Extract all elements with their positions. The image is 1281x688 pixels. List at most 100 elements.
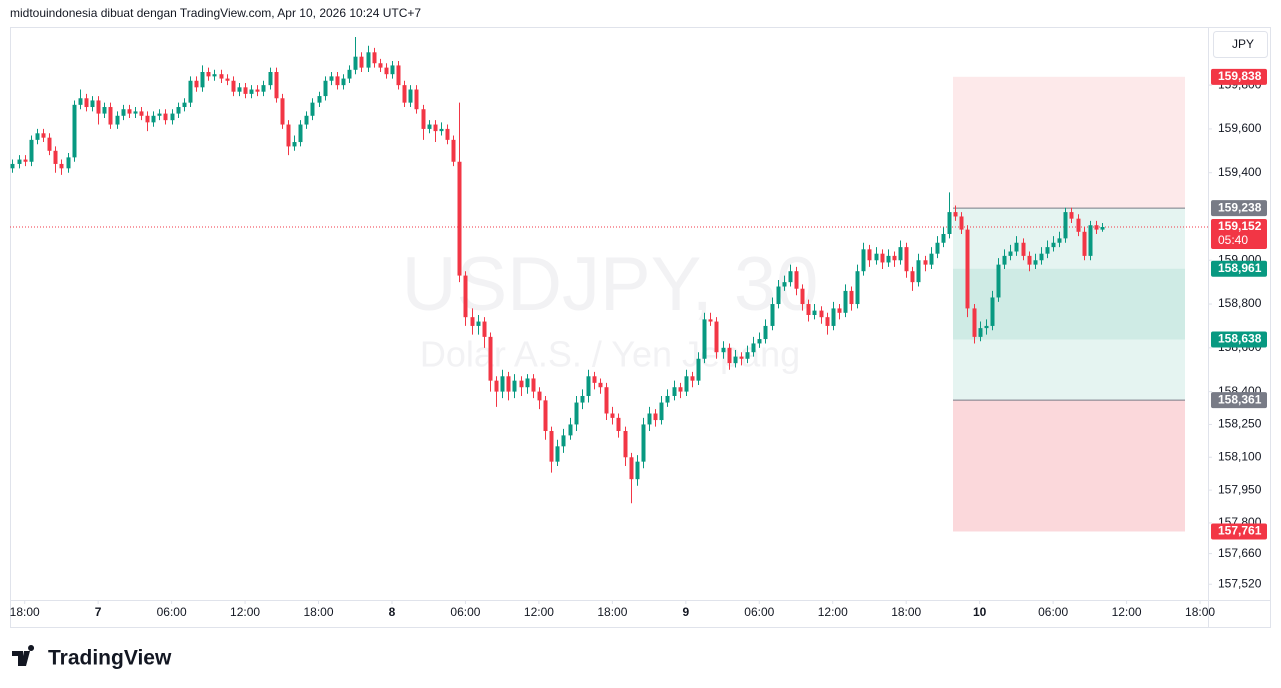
candle-body xyxy=(384,67,389,75)
candle-body xyxy=(604,387,609,414)
candle-body xyxy=(543,400,548,432)
candle-body xyxy=(916,260,921,283)
candle-body xyxy=(751,343,756,353)
candle-body xyxy=(568,424,573,436)
candle-body xyxy=(959,216,964,230)
candle-body xyxy=(678,387,683,392)
plot xyxy=(10,36,1208,532)
candle-body xyxy=(414,89,419,110)
candle-body xyxy=(629,457,634,480)
position-zone xyxy=(953,400,1185,532)
candle-body xyxy=(304,115,309,125)
candle-body xyxy=(1088,225,1093,256)
x-tick-label: 18:00 xyxy=(304,605,334,619)
candle-body xyxy=(1051,242,1056,248)
candle-body xyxy=(990,297,995,326)
candle-body xyxy=(41,133,46,138)
candle-body xyxy=(482,321,487,337)
candle-body xyxy=(176,107,181,114)
candle-body xyxy=(555,446,560,462)
price-tag xyxy=(1211,392,1267,409)
candle-body xyxy=(549,431,554,462)
position-zone xyxy=(953,268,1185,340)
y-tick-label: 159,600 xyxy=(1218,121,1262,135)
candle-body xyxy=(782,282,787,287)
candle-body xyxy=(366,52,371,68)
frame xyxy=(10,27,1271,628)
currency-label[interactable]: JPY xyxy=(1232,37,1254,51)
candle-body xyxy=(102,107,107,114)
candle-body xyxy=(72,104,77,158)
candle-body xyxy=(953,212,958,217)
candle-body xyxy=(10,163,15,169)
candle-body xyxy=(1100,226,1105,230)
candle-body xyxy=(329,76,334,81)
candle-body xyxy=(1069,212,1074,219)
price-tag xyxy=(1211,68,1267,85)
candle-body xyxy=(157,113,162,116)
candle-body xyxy=(47,137,52,151)
candle-body xyxy=(929,253,934,265)
candle-body xyxy=(90,100,95,108)
candle-body xyxy=(408,89,413,103)
candle-body xyxy=(476,321,481,326)
candle-body xyxy=(145,115,150,123)
x-tick-label: 06:00 xyxy=(744,605,774,619)
candle-body xyxy=(641,424,646,462)
candle-body xyxy=(690,376,695,381)
candle-body xyxy=(451,139,456,162)
brand-logo xyxy=(12,645,35,666)
candle-body xyxy=(586,376,591,396)
candle-body xyxy=(561,435,566,447)
candle-body xyxy=(1033,260,1038,265)
candle-body xyxy=(623,431,628,458)
candle-body xyxy=(194,80,199,88)
candle-body xyxy=(188,80,193,103)
candle-body xyxy=(108,107,113,125)
candle-body xyxy=(35,133,40,140)
candle-body xyxy=(17,159,22,164)
candle-body xyxy=(249,89,254,94)
candle-body xyxy=(610,413,615,418)
candle-body xyxy=(880,253,885,263)
candle-body xyxy=(812,310,817,315)
x-tick-label: 18:00 xyxy=(10,605,40,619)
candle-body xyxy=(390,65,395,75)
candle-body xyxy=(237,87,242,92)
candle-body xyxy=(317,96,322,103)
candle-body xyxy=(310,102,315,116)
candle-body xyxy=(78,98,83,105)
candle-body xyxy=(463,275,468,318)
candle-body xyxy=(359,56,364,68)
candle-body xyxy=(831,308,836,326)
y-tick-label: 157,520 xyxy=(1218,576,1262,590)
candle-body xyxy=(702,319,707,359)
candle-body xyxy=(212,74,217,77)
x-tick-label: 7 xyxy=(95,605,102,619)
candle-body xyxy=(800,288,805,305)
candle-body xyxy=(825,317,830,326)
candle-body xyxy=(84,98,89,108)
candle-body xyxy=(494,380,499,392)
candle-body xyxy=(1008,251,1013,256)
candle-body xyxy=(121,109,126,116)
x-tick-label: 10 xyxy=(973,605,987,619)
price-tag xyxy=(1211,218,1267,249)
candle-body xyxy=(427,124,432,129)
candle-body xyxy=(874,253,879,261)
x-tick-label: 06:00 xyxy=(157,605,187,619)
candle-body xyxy=(23,159,28,162)
candle-body xyxy=(672,387,677,396)
price-tag xyxy=(1211,331,1267,348)
candle-body xyxy=(708,319,713,322)
candle-body xyxy=(727,347,732,364)
currency-button[interactable] xyxy=(1213,31,1268,58)
candle-body xyxy=(139,111,144,116)
candle-body xyxy=(574,402,579,425)
x-tick-label: 06:00 xyxy=(450,605,480,619)
candle-body xyxy=(1082,231,1087,256)
candle-body xyxy=(512,380,517,392)
candle-body xyxy=(684,376,689,392)
